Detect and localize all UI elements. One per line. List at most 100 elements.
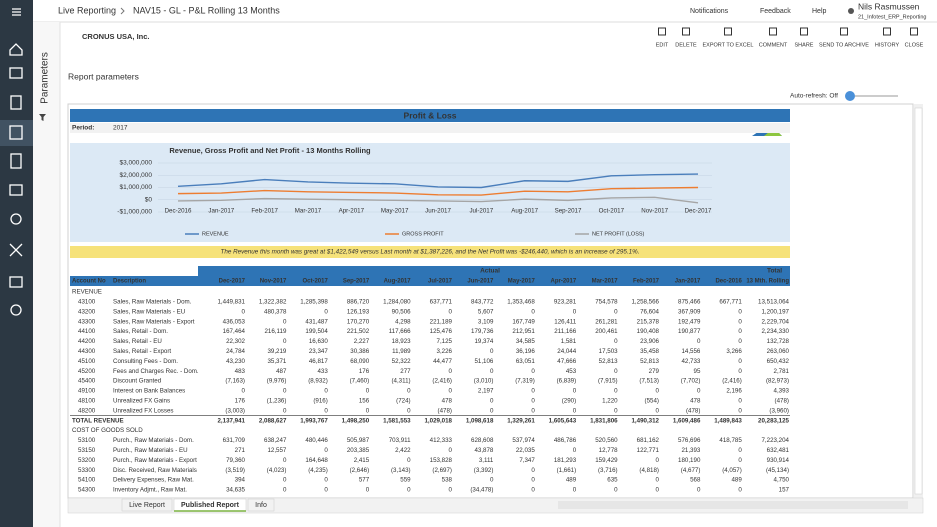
tab-label[interactable]: Live Report [129, 502, 165, 509]
cell: 0 [738, 308, 742, 315]
cell: 46,817 [309, 358, 328, 365]
cell: 1,993,767 [300, 417, 328, 424]
toolbar-icon[interactable] [769, 27, 777, 36]
toolbar-button[interactable]: EXPORT TO EXCEL [703, 42, 754, 48]
toolbar-icon[interactable] [682, 27, 690, 36]
cell: 0 [573, 308, 577, 315]
org-icon[interactable] [10, 213, 22, 225]
cell: 24,044 [557, 348, 576, 355]
dashboard-icon[interactable] [9, 67, 23, 79]
scrollbar-thumb[interactable] [914, 107, 923, 495]
tab-label[interactable]: Published Report [181, 502, 240, 509]
settings-icon[interactable] [10, 304, 22, 316]
x-tick-label: Sep-2017 [555, 208, 582, 215]
y-tick-label: $3,000,000 [119, 160, 152, 167]
column-header: Mar-2017 [592, 279, 619, 285]
cell: 63,051 [516, 358, 535, 365]
cell: 261,281 [595, 318, 618, 325]
cell: (45,134) [766, 467, 789, 474]
cell: 1,258,566 [631, 299, 659, 306]
cell: 1,609,486 [673, 417, 701, 424]
cell: (3,010) [474, 378, 494, 385]
parameters-panel[interactable] [33, 22, 60, 527]
cell: 754,578 [595, 299, 618, 306]
toolbar-button[interactable]: DELETE [675, 42, 697, 48]
company[interactable]: CRONUS USA, Inc. [82, 32, 150, 41]
docs-icon[interactable] [9, 184, 23, 196]
breadcrumb[interactable]: Live Reporting [58, 5, 116, 15]
tab[interactable] [247, 498, 275, 512]
home-icon[interactable] [9, 43, 23, 56]
toolbar-button[interactable]: CLOSE [905, 42, 924, 48]
cell: 14,556 [681, 348, 700, 355]
cell: 0 [656, 477, 660, 484]
cell: 167,749 [512, 318, 535, 325]
cell: 0 [573, 388, 577, 395]
account-no: 49100 [78, 388, 96, 395]
toolbar-icon[interactable] [658, 27, 666, 36]
tab[interactable] [121, 498, 173, 512]
description: Inventory Adjmt., Raw Mat. [113, 487, 187, 494]
account-no: 44100 [78, 328, 96, 335]
cell: 1,322,382 [259, 299, 287, 306]
toolbar-button[interactable]: SEND TO ARCHIVE [819, 42, 869, 48]
cell: (478) [438, 407, 452, 414]
cell: 0 [407, 388, 411, 395]
toolbar-icon[interactable] [910, 27, 918, 36]
cell: 0 [614, 308, 618, 315]
toolbar-button[interactable]: EDIT [656, 42, 669, 48]
toolbar-icon[interactable] [800, 27, 808, 36]
cell: 95 [694, 368, 701, 375]
section-label: REVENUE [72, 289, 102, 296]
toolbar-button[interactable]: COMMENT [759, 42, 788, 48]
filter-icon[interactable] [39, 114, 46, 121]
cell: 216,119 [264, 328, 286, 335]
toolbar-button[interactable]: SHARE [795, 42, 814, 48]
account-no: 53150 [78, 447, 96, 454]
panel-label[interactable]: Parameters [40, 52, 51, 104]
clipboard-icon[interactable] [10, 95, 22, 110]
tab-label[interactable]: Info [255, 502, 267, 509]
sidebar-icons [9, 8, 23, 316]
report-icon[interactable] [9, 125, 23, 140]
cell: 117,666 [389, 328, 411, 335]
report-parameters[interactable]: Report parameters [68, 71, 139, 81]
import-icon[interactable] [9, 276, 23, 288]
cell: (3,716) [598, 467, 618, 474]
cell: 0 [531, 407, 535, 414]
account-no: 54300 [78, 487, 96, 494]
notifications[interactable]: Notifications [690, 8, 729, 15]
auto-refresh-toggle[interactable] [845, 91, 855, 101]
cell: 3,266 [726, 348, 742, 355]
feedback[interactable]: Feedback [760, 8, 791, 15]
h-scrollbar[interactable] [558, 501, 908, 509]
cell: 0 [407, 487, 411, 494]
cell: 0 [656, 457, 660, 464]
cell: 221,502 [347, 328, 370, 335]
cell: (478) [775, 398, 789, 405]
description: Sales, Raw Materials - Dom. [113, 299, 192, 306]
cell: 0 [738, 457, 742, 464]
cell: 0 [490, 348, 494, 355]
cell: 22,035 [516, 447, 535, 454]
cell: (4,057) [722, 467, 742, 474]
cell: 505,987 [347, 437, 370, 444]
help[interactable]: Help [812, 8, 827, 15]
toolbar-button[interactable]: HISTORY [875, 42, 900, 48]
toolbar-icon[interactable] [724, 27, 732, 36]
cell: 0 [738, 407, 742, 414]
cell: 0 [242, 388, 246, 395]
series-line [177, 186, 699, 196]
toolbar-icon[interactable] [840, 27, 848, 36]
cell: 192,479 [678, 318, 701, 325]
calculator-icon[interactable] [10, 153, 22, 169]
cell: 23,347 [309, 348, 328, 355]
toolbar-icon[interactable] [883, 27, 891, 36]
tools-icon[interactable] [9, 243, 23, 257]
description: Purch., Raw Materials - Export [113, 457, 197, 464]
cell: 176 [359, 368, 370, 375]
x-tick-label: Feb-2017 [251, 208, 278, 215]
cell: 0 [324, 487, 328, 494]
cell: (1,236) [267, 398, 287, 405]
cell: 4,393 [774, 388, 790, 395]
